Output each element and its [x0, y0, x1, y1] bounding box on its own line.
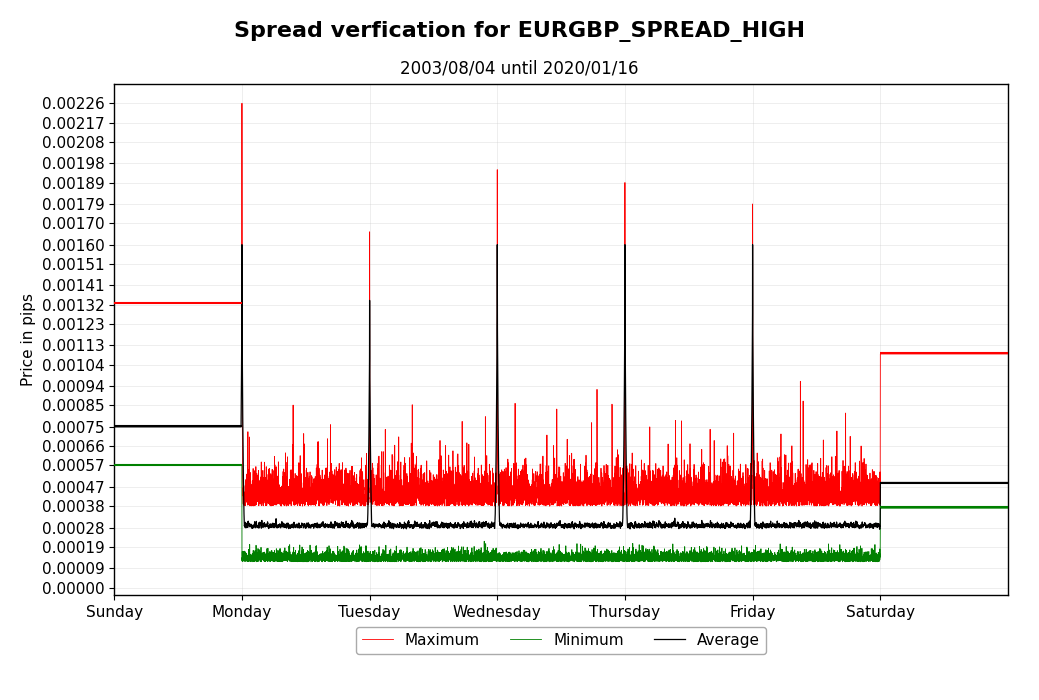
Y-axis label: Price in pips: Price in pips	[21, 293, 36, 386]
Average	[779, 520, 792, 528]
Maximum	[779, 500, 792, 509]
Average	[236, 241, 248, 249]
Maximum	[1002, 350, 1014, 358]
Minimum	[688, 558, 700, 566]
Maximum	[810, 502, 823, 510]
Line: Average: Average	[114, 245, 1008, 529]
Maximum	[230, 298, 242, 307]
Average	[230, 423, 242, 431]
Line: Minimum: Minimum	[114, 466, 1008, 562]
Text: Spread verfication for EURGBP_SPREAD_HIGH: Spread verfication for EURGBP_SPREAD_HIG…	[234, 21, 805, 42]
Average	[1002, 478, 1014, 486]
Minimum	[1002, 504, 1014, 512]
Maximum	[363, 498, 375, 507]
Minimum	[230, 461, 242, 470]
Legend: Maximum, Minimum, Average: Maximum, Minimum, Average	[355, 626, 767, 654]
Maximum	[348, 486, 361, 495]
Average	[129, 423, 141, 431]
Minimum	[682, 554, 694, 563]
Average	[682, 518, 694, 526]
Maximum	[236, 99, 248, 108]
Maximum	[108, 298, 121, 307]
Average	[874, 525, 886, 533]
Minimum	[348, 551, 361, 559]
Text: 2003/08/04 until 2020/01/16: 2003/08/04 until 2020/01/16	[400, 60, 639, 78]
Minimum	[363, 555, 375, 564]
Average	[348, 522, 361, 531]
Line: Maximum: Maximum	[114, 104, 1008, 506]
Maximum	[129, 298, 141, 307]
Average	[108, 423, 121, 431]
Minimum	[129, 461, 141, 470]
Maximum	[682, 498, 694, 507]
Average	[363, 440, 375, 449]
Minimum	[108, 461, 121, 470]
Minimum	[779, 554, 792, 562]
